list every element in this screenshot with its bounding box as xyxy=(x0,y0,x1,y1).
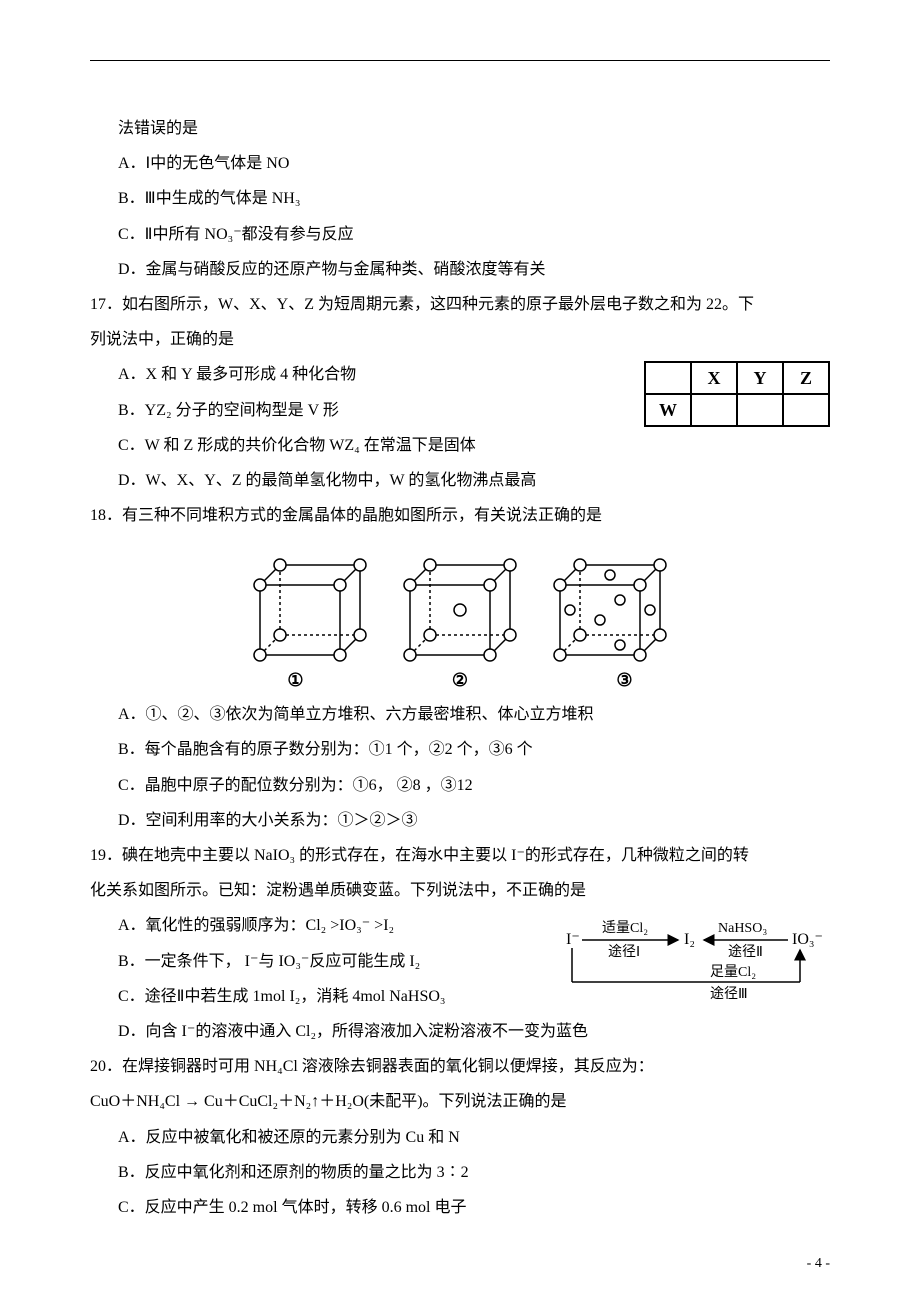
cell-z: Z xyxy=(783,362,829,394)
q16-opt-c: C．Ⅱ中所有 NO₃⁻都没有参与反应 xyxy=(90,217,830,252)
diag-bot3-top: 足量Cl₂ xyxy=(710,964,756,980)
top-rule xyxy=(90,60,830,61)
q19-opt-c: C．途径Ⅱ中若生成 1mol I₂，消耗 4mol NaHSO₃ xyxy=(90,979,552,1014)
q17-periodic-table: X Y Z W xyxy=(644,361,830,427)
q20-stem-1: 20．在焊接铜器时可用 NH₄Cl 溶液除去铜器表面的氧化铜以便焊接，其反应为： xyxy=(90,1049,830,1084)
q17-opt-d: D．W、X、Y、Z 的最简单氢化物中，W 的氢化物沸点最高 xyxy=(90,463,830,498)
q16-opt-a: A．Ⅰ中的无色气体是 NO xyxy=(90,146,830,181)
page-number: - 4 - xyxy=(807,1256,830,1272)
q20-stem-2: CuO＋NH₄Cl → Cu＋CuCl₂＋N₂↑＋H₂O(未配平)。下列说法正确… xyxy=(90,1084,830,1119)
q17-stem-2: 列说法中，正确的是 xyxy=(90,322,830,357)
diag-i2: I₂ xyxy=(684,931,695,948)
cell-empty xyxy=(737,394,783,426)
cell-x: X xyxy=(691,362,737,394)
q16-opt-b: B．Ⅲ中生成的气体是 NH₃ xyxy=(90,181,830,216)
q19-stem-1: 19．碘在地壳中主要以 NaIO₃ 的形式存在，在海水中主要以 I⁻的形式存在，… xyxy=(90,838,830,873)
q19-opt-a: A．氧化性的强弱顺序为：Cl₂ >IO₃⁻ >I₂ xyxy=(90,908,552,943)
q19-stem-2: 化关系如图所示。已知：淀粉遇单质碘变蓝。下列说法中，不正确的是 xyxy=(90,873,830,908)
q18-opt-a: A．①、②、③依次为简单立方堆积、六方最密堆积、体心立方堆积 xyxy=(90,697,830,732)
q18-stem: 18．有三种不同堆积方式的金属晶体的晶胞如图所示，有关说法正确的是 xyxy=(90,498,830,533)
q16-opt-d: D．金属与硝酸反应的还原产物与金属种类、硝酸浓度等有关 xyxy=(90,252,830,287)
cell-empty xyxy=(691,394,737,426)
q17-opt-c: C．W 和 Z 形成的共价化合物 WZ₄ 在常温下是固体 xyxy=(90,428,830,463)
diag-io3: IO₃⁻ xyxy=(792,931,823,948)
q18-opt-b: B．每个晶胞含有的原子数分别为：①1 个，②2 个，③6 个 xyxy=(90,732,830,767)
q17-stem-1: 17．如右图所示，W、X、Y、Z 为短周期元素，这四种元素的原子最外层电子数之和… xyxy=(90,287,830,322)
q18-crystal-figure: ① ② ③ xyxy=(90,545,830,691)
q18-opt-d: D．空间利用率的大小关系为：①＞②＞③ xyxy=(90,803,830,838)
q18-label-1: ① xyxy=(216,670,376,691)
q17-opt-b: B．YZ₂ 分子的空间构型是 V 形 xyxy=(90,393,634,428)
q20-opt-b: B．反应中氧化剂和还原剂的物质的量之比为 3∶2 xyxy=(90,1155,830,1190)
cell-w: W xyxy=(645,394,691,426)
cell-y: Y xyxy=(737,362,783,394)
q20-opt-c: C．反应中产生 0.2 mol 气体时，转移 0.6 mol 电子 xyxy=(90,1190,830,1225)
diag-top2: NaHSO₃ xyxy=(718,921,767,936)
diag-bot1: 途径Ⅰ xyxy=(608,943,640,960)
cell-empty xyxy=(783,394,829,426)
q20-opt-a: A．反应中被氧化和被还原的元素分别为 Cu 和 N xyxy=(90,1120,830,1155)
q18-label-3: ③ xyxy=(545,670,705,691)
q17-opt-a: A．X 和 Y 最多可形成 4 种化合物 xyxy=(90,357,634,392)
q19-opt-b: B．一定条件下， I⁻与 IO₃⁻反应可能生成 I₂ xyxy=(90,944,552,979)
q18-opt-c: C．晶胞中原子的配位数分别为：①6， ②8 ，③12 xyxy=(90,768,830,803)
q16-stem-trail: 法错误的是 xyxy=(90,111,830,146)
diag-top1: 适量Cl₂ xyxy=(602,920,648,936)
diag-bot3-bot: 途径Ⅲ xyxy=(710,985,748,1002)
cell-empty xyxy=(645,362,691,394)
diag-bot2: 途径Ⅱ xyxy=(728,943,763,960)
q18-label-2: ② xyxy=(380,670,540,691)
q19-opt-d: D．向含 I⁻的溶液中通入 Cl₂，所得溶液加入淀粉溶液不一变为蓝色 xyxy=(90,1014,830,1049)
diag-i-minus: I⁻ xyxy=(566,931,580,948)
q19-diagram: I⁻ 适量Cl₂ 途径Ⅰ I₂ NaHSO₃ 途径Ⅱ IO₃⁻ 足量Cl₂ 途径… xyxy=(560,912,830,1012)
